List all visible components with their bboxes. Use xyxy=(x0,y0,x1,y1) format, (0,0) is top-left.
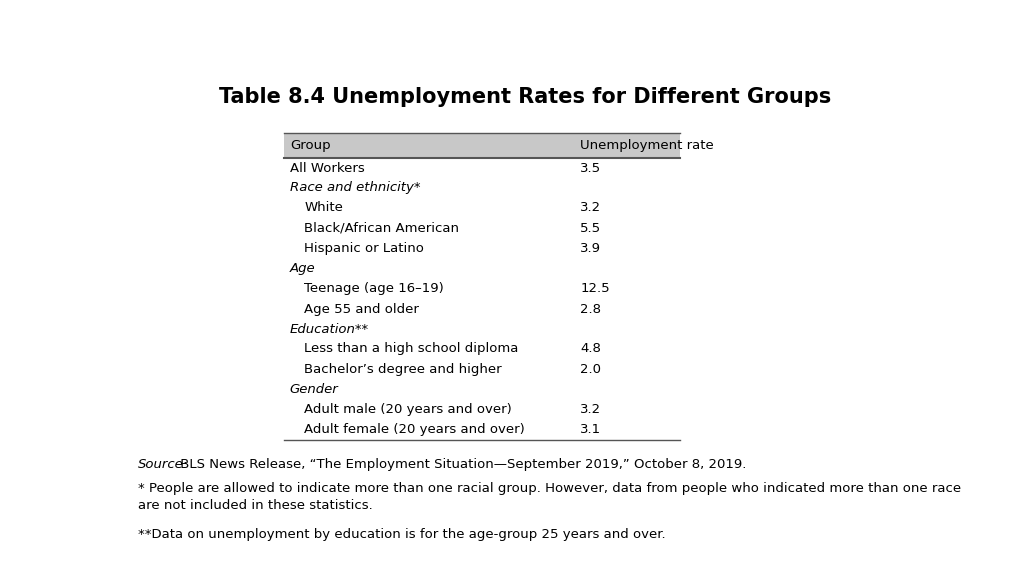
Text: 4.8: 4.8 xyxy=(581,343,601,355)
Text: **Data on unemployment by education is for the age-group 25 years and over.: **Data on unemployment by education is f… xyxy=(137,528,666,541)
Text: 3.1: 3.1 xyxy=(581,423,601,436)
Text: Group: Group xyxy=(290,139,331,152)
Text: 3.9: 3.9 xyxy=(581,242,601,255)
Text: White: White xyxy=(304,202,343,214)
Text: 2.8: 2.8 xyxy=(581,302,601,316)
Text: 12.5: 12.5 xyxy=(581,282,610,295)
Text: 5.5: 5.5 xyxy=(581,222,601,235)
Text: 3.2: 3.2 xyxy=(581,403,601,416)
Text: * People are allowed to indicate more than one racial group. However, data from : * People are allowed to indicate more th… xyxy=(137,482,961,512)
Text: Source:: Source: xyxy=(137,458,187,471)
Text: Teenage (age 16–19): Teenage (age 16–19) xyxy=(304,282,444,295)
Text: Black/African American: Black/African American xyxy=(304,222,459,235)
Text: 3.5: 3.5 xyxy=(581,161,601,175)
Text: Age: Age xyxy=(290,262,315,275)
Text: Table 8.4 Unemployment Rates for Different Groups: Table 8.4 Unemployment Rates for Differe… xyxy=(219,87,830,107)
Text: Gender: Gender xyxy=(290,383,339,396)
Text: Adult female (20 years and over): Adult female (20 years and over) xyxy=(304,423,525,436)
Text: Race and ethnicity*: Race and ethnicity* xyxy=(290,181,421,195)
Text: Bachelor’s degree and higher: Bachelor’s degree and higher xyxy=(304,363,502,376)
Text: Less than a high school diploma: Less than a high school diploma xyxy=(304,343,518,355)
Text: Adult male (20 years and over): Adult male (20 years and over) xyxy=(304,403,512,416)
Bar xyxy=(285,134,680,158)
Text: 3.2: 3.2 xyxy=(581,202,601,214)
Text: Unemployment rate: Unemployment rate xyxy=(581,139,714,152)
Text: Hispanic or Latino: Hispanic or Latino xyxy=(304,242,424,255)
Text: All Workers: All Workers xyxy=(290,161,365,175)
Text: 2.0: 2.0 xyxy=(581,363,601,376)
Text: Education**: Education** xyxy=(290,323,369,336)
Text: BLS News Release, “The Employment Situation—September 2019,” October 8, 2019.: BLS News Release, “The Employment Situat… xyxy=(176,458,746,471)
Text: Age 55 and older: Age 55 and older xyxy=(304,302,419,316)
